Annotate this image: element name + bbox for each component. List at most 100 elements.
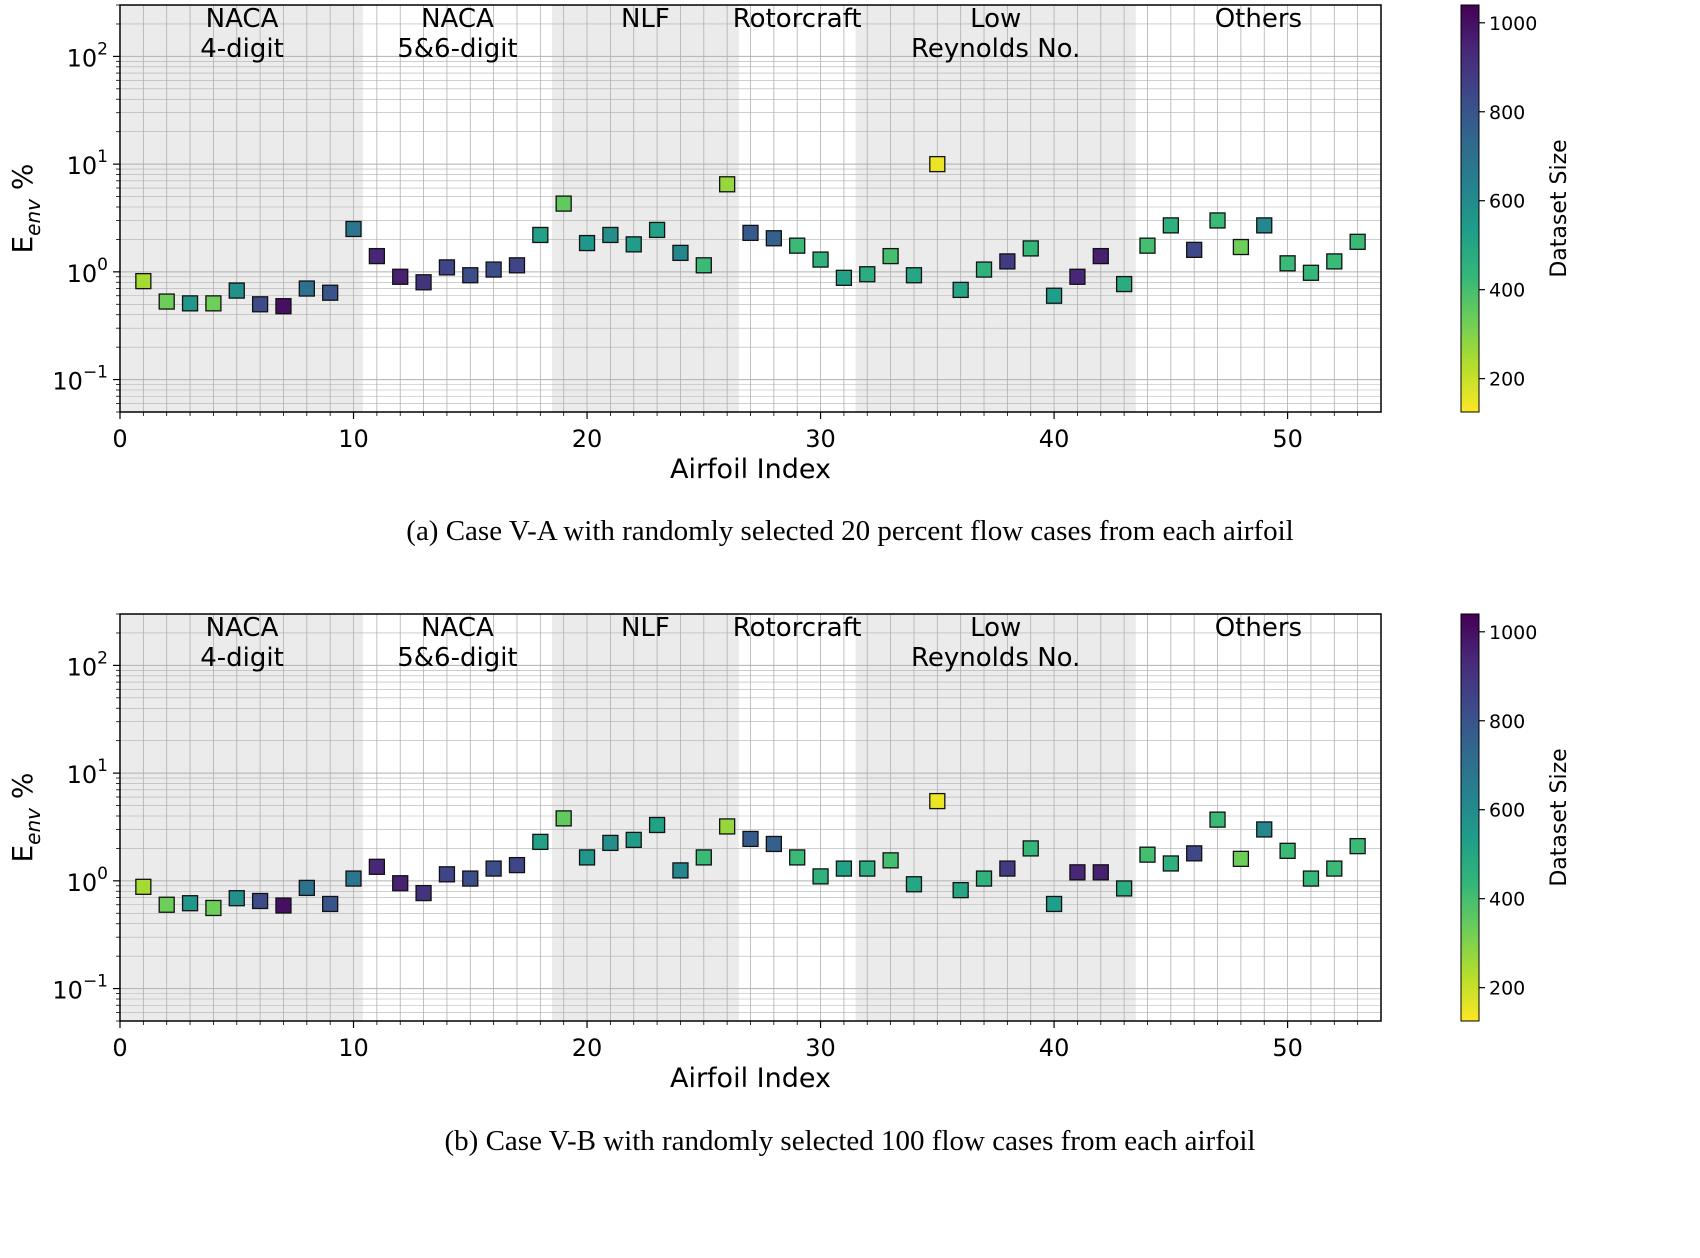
- data-point: [789, 849, 806, 866]
- x-tick-label: 0: [112, 1034, 127, 1062]
- category-band-shade: [552, 614, 739, 1021]
- data-point: [485, 860, 502, 877]
- data-point: [1326, 860, 1343, 877]
- data-point: [392, 875, 409, 892]
- y-tick-exponent: 2: [97, 39, 108, 59]
- y-tick-base: 10: [52, 977, 83, 1005]
- data-point: [882, 247, 899, 265]
- data-point: [1279, 255, 1296, 272]
- y-tick-label: 101: [67, 756, 108, 789]
- y-tick-exponent: −1: [83, 972, 108, 992]
- data-point: [275, 897, 292, 914]
- y-axis-label-sub: env: [21, 198, 45, 236]
- category-label: NACA: [421, 4, 494, 34]
- category-label: Reynolds No.: [911, 643, 1080, 673]
- data-point: [648, 816, 666, 834]
- data-point: [1045, 287, 1063, 304]
- y-axis-label: Eenv %: [6, 163, 45, 253]
- data-point: [1232, 238, 1250, 256]
- y-tick-label: 102: [67, 648, 108, 681]
- category-band-shade: [855, 5, 1136, 412]
- data-point: [1162, 217, 1179, 234]
- data-point: [975, 261, 993, 278]
- data-point: [765, 835, 783, 853]
- data-point: [1349, 837, 1366, 855]
- data-point: [1256, 217, 1273, 234]
- colorbar-tick-label: 1000: [1489, 622, 1537, 644]
- x-tick-label: 10: [338, 425, 369, 453]
- data-point: [415, 884, 432, 902]
- colorbar-tick-label: 200: [1489, 369, 1525, 391]
- data-point: [602, 834, 619, 852]
- data-point: [1022, 240, 1039, 257]
- category-label: NACA: [206, 4, 279, 34]
- data-point: [929, 155, 946, 173]
- x-tick-label: 50: [1272, 425, 1303, 453]
- category-band-shade: [121, 614, 363, 1021]
- data-point: [508, 257, 526, 274]
- x-tick-label: 50: [1272, 1034, 1303, 1062]
- data-point: [905, 876, 923, 893]
- colorbar-gradient: [1460, 613, 1480, 1022]
- y-axis-label-sub: env: [21, 807, 45, 845]
- data-point: [368, 247, 386, 265]
- x-tick-label: 20: [572, 425, 603, 453]
- category-label: Others: [1215, 613, 1302, 643]
- data-point: [1209, 811, 1226, 828]
- y-tick-label: 101: [67, 147, 108, 180]
- category-label: NLF: [621, 613, 670, 643]
- category-label: Others: [1215, 4, 1302, 34]
- data-point: [1326, 253, 1343, 270]
- y-axis-label-main: E: [6, 845, 39, 863]
- category-label: NACA: [421, 613, 494, 643]
- data-point: [415, 274, 432, 291]
- colorbar: 200 400 600 800 1000 Dataset Size: [1460, 613, 1572, 1022]
- data-point: [135, 878, 152, 895]
- data-point: [999, 860, 1016, 877]
- colorbar-tick-label: 800: [1489, 102, 1525, 124]
- data-point: [322, 284, 339, 301]
- data-point: [975, 870, 993, 887]
- data-point: [859, 266, 876, 283]
- y-tick-label: 102: [67, 39, 108, 72]
- x-axis-label: Airfoil Index: [670, 1063, 831, 1094]
- colorbar-tick-label: 1000: [1489, 13, 1537, 35]
- category-label: Reynolds No.: [911, 34, 1080, 64]
- data-point: [532, 833, 549, 851]
- data-point: [905, 267, 923, 284]
- y-axis-label-unit: %: [6, 163, 39, 199]
- data-point: [952, 281, 969, 299]
- data-point: [625, 236, 642, 253]
- colorbar-tick-label: 400: [1489, 889, 1525, 911]
- y-tick-exponent: 1: [97, 756, 108, 776]
- y-tick-exponent: −1: [83, 363, 108, 383]
- data-point: [251, 892, 269, 910]
- data-point: [181, 295, 199, 312]
- y-tick-label: 100: [67, 864, 108, 897]
- data-point: [578, 234, 596, 252]
- category-label: 5&6-digit: [397, 34, 517, 64]
- y-tick-label: 10−1: [52, 972, 108, 1005]
- data-point: [695, 257, 712, 274]
- data-point: [718, 818, 736, 835]
- data-point: [158, 293, 175, 310]
- data-point: [462, 870, 479, 887]
- data-point: [205, 295, 222, 312]
- colorbar-label: Dataset Size: [1547, 139, 1572, 277]
- y-axis-label-main: E: [6, 236, 39, 254]
- data-point: [742, 224, 759, 242]
- category-band-shade: [552, 5, 739, 412]
- category-label: 4-digit: [200, 643, 284, 673]
- data-point: [462, 267, 479, 284]
- data-point: [228, 282, 245, 299]
- category-band-shade: [855, 614, 1136, 1021]
- data-point: [1092, 247, 1109, 265]
- data-point: [1186, 845, 1203, 862]
- data-point: [1232, 850, 1250, 868]
- colorbar-gradient: [1460, 4, 1480, 413]
- y-tick-exponent: 0: [97, 255, 108, 275]
- data-point: [1045, 895, 1063, 913]
- data-point: [859, 860, 876, 877]
- data-point: [1302, 264, 1320, 281]
- colorbar-tick-label: 600: [1489, 191, 1525, 213]
